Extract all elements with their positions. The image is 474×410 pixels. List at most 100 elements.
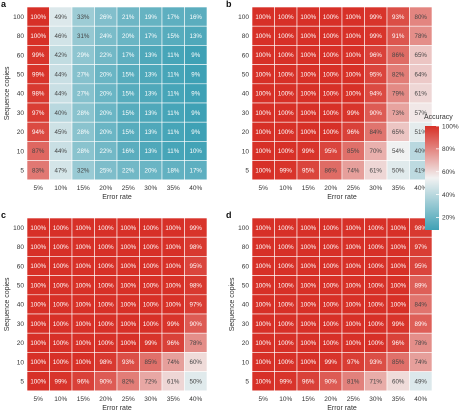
cell-value-label: 97%: [32, 110, 45, 117]
x-tick-label: 20%: [99, 396, 112, 403]
cell-value-label: 99%: [190, 225, 203, 232]
cell-value-label: 100%: [368, 340, 384, 347]
cell-value-label: 100%: [323, 244, 339, 251]
cell-value-label: 100%: [75, 263, 91, 270]
cell-value-label: 100%: [300, 359, 316, 366]
x-tick-label: 20%: [99, 185, 112, 192]
legend-tick-label: 60%: [442, 169, 455, 176]
x-tick-label: 5%: [34, 396, 44, 403]
cell-value-label: 13%: [145, 110, 158, 117]
x-tick-label: 35%: [392, 185, 405, 192]
cell-value-label: 100%: [165, 244, 181, 251]
y-tick-label: 100: [13, 225, 24, 232]
cell-value-label: 100%: [278, 52, 294, 59]
cell-value-label: 96%: [302, 378, 315, 385]
cell-value-label: 100%: [278, 263, 294, 270]
cell-value-label: 100%: [255, 282, 271, 289]
cell-value-label: 17%: [122, 52, 135, 59]
cell-value-label: 100%: [390, 225, 406, 232]
cell-value-label: 85%: [392, 359, 405, 366]
cell-value-label: 100%: [255, 14, 271, 21]
y-tick-label: 20: [242, 129, 250, 136]
cell-value-label: 90%: [370, 110, 383, 117]
cell-value-label: 100%: [98, 244, 114, 251]
cell-value-label: 94%: [32, 129, 45, 136]
cell-value-label: 100%: [278, 340, 294, 347]
cell-value-label: 100%: [300, 33, 316, 40]
cell-value-label: 13%: [145, 52, 158, 59]
cell-value-label: 44%: [55, 71, 68, 78]
y-tick-label: 20: [17, 129, 25, 136]
cell-value-label: 17%: [145, 33, 158, 40]
heatmap-panel-d: d 100% 100% 100% 100% 100% 100% 100% 98% 100% 100%…: [226, 210, 433, 410]
x-tick-label: 35%: [167, 396, 180, 403]
cell-value-label: 100%: [255, 225, 271, 232]
x-tick-label: 40%: [189, 396, 202, 403]
x-axis-label: Error rate: [327, 194, 357, 201]
cell-value-label: 100%: [300, 282, 316, 289]
x-tick-label: 5%: [259, 396, 269, 403]
cell-value-label: 9%: [191, 110, 200, 117]
cell-value-label: 10%: [190, 148, 203, 155]
y-tick-label: 40: [242, 91, 250, 98]
cell-value-label: 100%: [278, 129, 294, 136]
cell-value-label: 28%: [77, 110, 90, 117]
cell-value-label: 100%: [143, 225, 159, 232]
cell-value-label: 44%: [55, 148, 68, 155]
cell-value-label: 83%: [32, 167, 45, 174]
x-tick-label: 15%: [302, 396, 315, 403]
cell-value-label: 11%: [167, 148, 179, 155]
cell-value-label: 90%: [190, 321, 203, 328]
cell-value-label: 100%: [345, 91, 361, 98]
x-tick-label: 35%: [392, 396, 405, 403]
y-tick-label: 10: [17, 148, 25, 155]
y-tick-label: 50: [242, 283, 250, 290]
cell-value-label: 99%: [347, 110, 360, 117]
cell-value-label: 49%: [415, 378, 428, 385]
cell-value-label: 100%: [300, 302, 316, 309]
cell-value-label: 100%: [300, 91, 316, 98]
cell-value-label: 16%: [122, 148, 135, 155]
cell-value-label: 100%: [345, 340, 361, 347]
cell-value-label: 27%: [77, 91, 90, 98]
x-tick-label: 25%: [347, 396, 360, 403]
x-tick-label: 40%: [414, 396, 427, 403]
heatmap-panel-a: a 100% 49% 33% 26% 21% 19% 17% 16% 100% 46% 31% 24% 2…: [1, 0, 208, 201]
x-tick-label: 10%: [279, 396, 292, 403]
cell-value-label: 99%: [55, 378, 68, 385]
y-tick-label: 10: [242, 359, 250, 366]
cell-value-label: 100%: [120, 244, 136, 251]
cell-value-label: 74%: [415, 359, 428, 366]
cell-value-label: 100%: [255, 340, 271, 347]
y-tick-label: 60: [17, 263, 25, 270]
cell-value-label: 95%: [325, 148, 338, 155]
cell-value-label: 100%: [165, 282, 181, 289]
cell-value-label: 100%: [300, 263, 316, 270]
cell-value-label: 11%: [167, 52, 179, 59]
cell-value-label: 96%: [77, 378, 90, 385]
cell-value-label: 100%: [390, 282, 406, 289]
y-tick-label: 10: [17, 359, 25, 366]
cell-value-label: 100%: [345, 321, 361, 328]
cell-value-label: 13%: [145, 91, 158, 98]
cell-value-label: 100%: [300, 321, 316, 328]
cell-value-label: 95%: [190, 263, 203, 270]
cell-value-label: 11%: [167, 71, 179, 78]
x-tick-label: 10%: [54, 396, 67, 403]
cell-value-label: 85%: [145, 359, 158, 366]
cell-value-label: 100%: [53, 302, 69, 309]
cell-value-label: 100%: [143, 244, 159, 251]
y-tick-label: 30: [17, 321, 25, 328]
x-tick-label: 40%: [189, 185, 202, 192]
cell-value-label: 100%: [165, 225, 181, 232]
cell-value-label: 100%: [300, 129, 316, 136]
cell-value-label: 100%: [300, 244, 316, 251]
cell-value-label: 100%: [368, 302, 384, 309]
cell-value-label: 99%: [32, 52, 45, 59]
cell-value-label: 40%: [415, 148, 428, 155]
cell-value-label: 61%: [167, 378, 180, 385]
cell-value-label: 61%: [415, 91, 428, 98]
cell-value-label: 100%: [390, 302, 406, 309]
y-tick-label: 60: [17, 52, 25, 59]
cell-value-label: 21%: [122, 14, 135, 21]
